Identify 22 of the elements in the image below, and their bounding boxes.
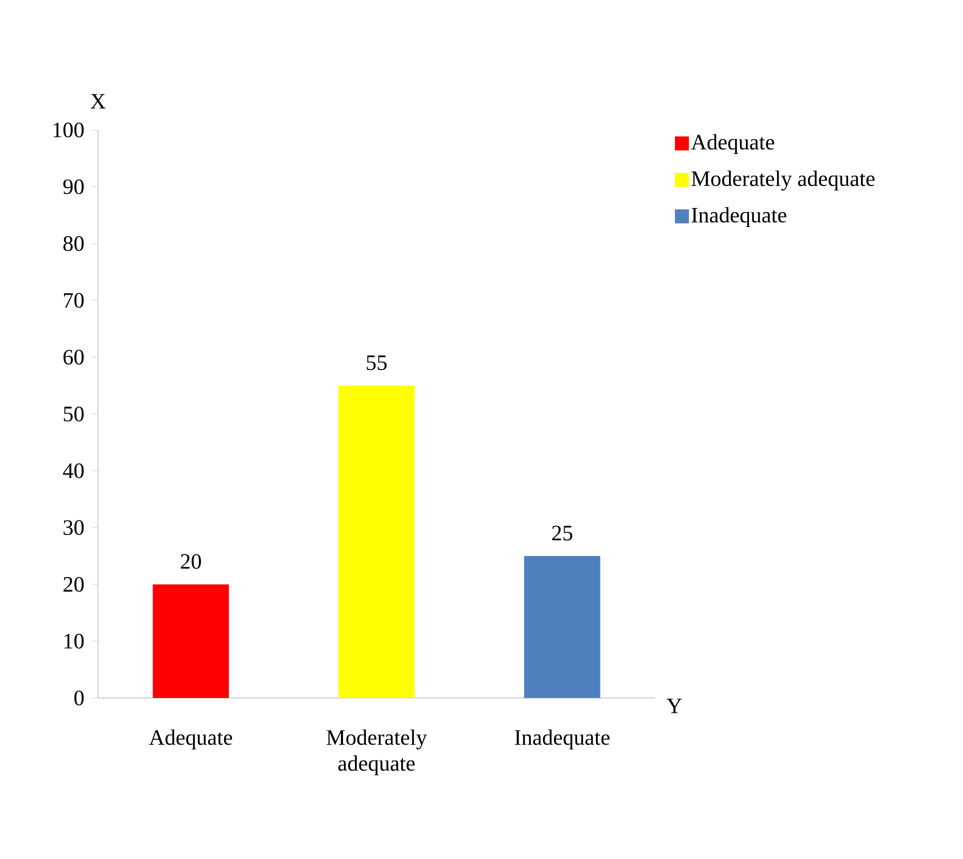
x-tick-label: Adequate	[149, 729, 232, 750]
legend-label: Moderately adequate	[692, 170, 875, 191]
y-tick-label: 10	[64, 634, 84, 649]
x-tick-label: Inadequate	[514, 729, 610, 750]
data-label: 25	[552, 526, 572, 540]
y-tick-label: 70	[64, 292, 84, 308]
legend-label: Adequate	[691, 134, 774, 154]
y-tick-label: 30	[64, 520, 84, 535]
y-tick-label: 40	[63, 463, 84, 478]
y-tick-label: 50	[64, 406, 84, 422]
data-label: 55	[366, 356, 387, 370]
y-axis-title: X	[90, 94, 106, 108]
legend-label: Inadequate	[692, 207, 786, 228]
y-tick-label: 100	[54, 122, 84, 138]
y-tick-label: 0	[74, 690, 84, 706]
data-label: 20	[180, 554, 201, 569]
x-tick-label: Moderately adequate	[326, 729, 427, 776]
x-axis-title: Y	[666, 698, 682, 714]
y-tick-label: 90	[63, 179, 84, 194]
y-tick-label: 80	[63, 236, 84, 251]
y-tick-label: 60	[64, 350, 84, 365]
y-tick-label: 20	[64, 576, 84, 592]
